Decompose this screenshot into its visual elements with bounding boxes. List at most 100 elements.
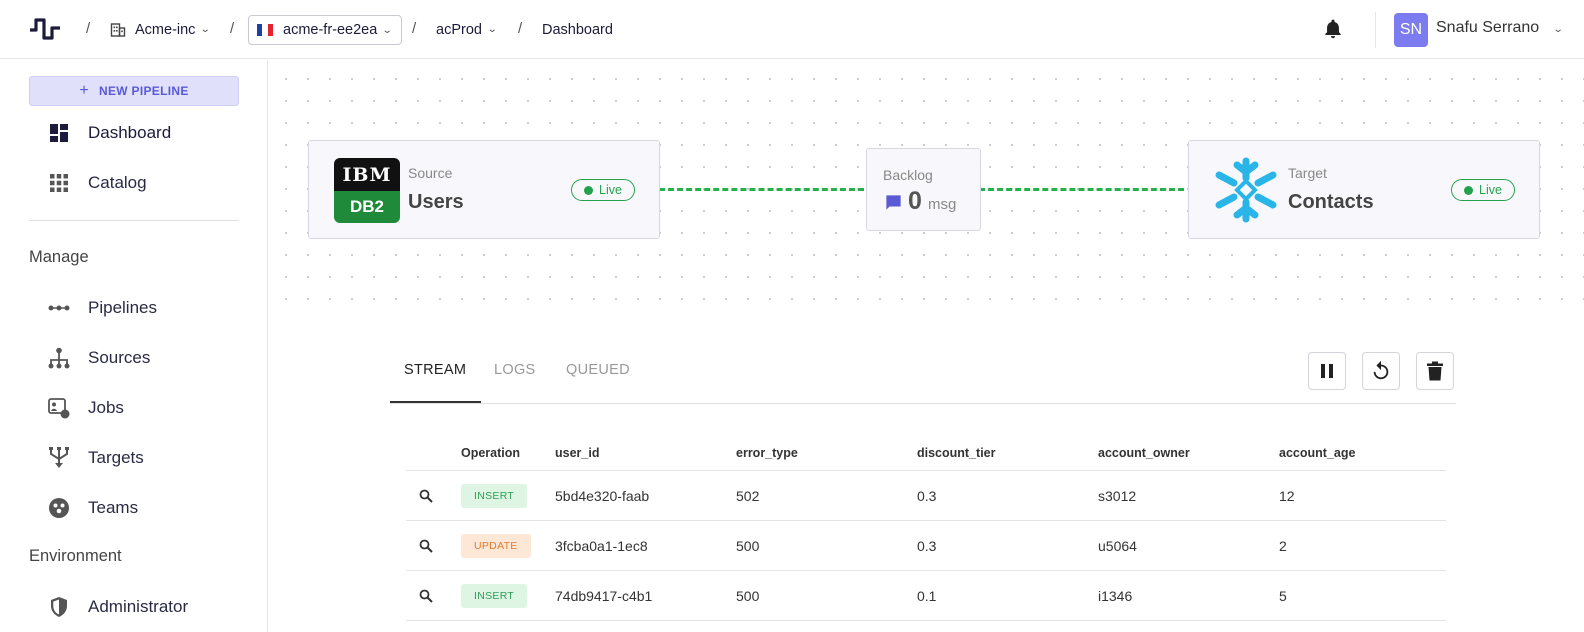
backlog-label: Backlog (883, 167, 933, 183)
table-row[interactable]: UPDATE 3fcba0a1-1ec8 500 0.3 u5064 2 (406, 521, 1446, 571)
table-header: Operation user_id error_type discount_ti… (406, 438, 1446, 471)
targets-icon (49, 447, 69, 468)
cell-user-id: 5bd4e320-faab (555, 488, 650, 504)
grid-icon (50, 174, 68, 192)
header-divider (1375, 12, 1376, 48)
status-badge: Live (571, 179, 635, 201)
chat-icon (886, 195, 901, 210)
snowflake-icon (1215, 157, 1277, 223)
new-pipeline-button[interactable]: + NEW PIPELINE (29, 76, 239, 106)
sidebar-item-label: Pipelines (88, 298, 157, 317)
target-connector-line (979, 188, 1184, 191)
column-header: Operation (461, 446, 521, 460)
node-name: Users (408, 191, 464, 213)
cell-account-owner: s3012 (1098, 488, 1137, 504)
breadcrumb-separator: / (412, 20, 417, 37)
env-name: acProd (436, 21, 482, 38)
top-bar: / Acme-inc ⌄ / acme-fr-ee2ea ⌄ / acProd … (0, 0, 1584, 59)
teams-icon (49, 498, 69, 518)
breadcrumb-separator: / (518, 20, 523, 37)
tab-logs[interactable]: LOGS (494, 362, 536, 378)
breadcrumb-separator: / (230, 20, 235, 37)
avatar[interactable]: SN (1394, 13, 1428, 47)
breadcrumb-page: Dashboard (542, 0, 613, 59)
pause-icon (1321, 364, 1333, 378)
logo-top-text: IBM (334, 158, 400, 191)
column-header: account_owner (1098, 446, 1190, 460)
cluster-select[interactable]: acme-fr-ee2ea ⌄ (248, 15, 402, 45)
chevron-down-icon: ⌄ (382, 24, 393, 36)
app-logo-icon[interactable] (28, 16, 62, 42)
new-pipeline-label: NEW PIPELINE (99, 84, 189, 98)
sidebar-item-catalog[interactable]: Catalog (0, 161, 268, 205)
sidebar-item-label: Jobs (88, 398, 124, 417)
pause-button[interactable] (1308, 352, 1346, 390)
chevron-down-icon: ⌄ (200, 24, 212, 35)
live-dot-icon (1464, 185, 1474, 195)
sidebar-item-label: Targets (88, 448, 144, 467)
source-connector-line (659, 188, 864, 191)
table-row[interactable]: INSERT 74db9417-c4b1 500 0.1 i1346 5 (406, 571, 1446, 621)
user-name: Snafu Serrano (1436, 19, 1540, 36)
chevron-down-icon: ⌄ (486, 24, 498, 35)
sidebar-item-targets[interactable]: Targets (0, 436, 268, 480)
cell-discount-tier: 0.3 (917, 538, 937, 554)
sidebar-item-administrator[interactable]: Administrator (0, 585, 268, 629)
restart-icon (1373, 360, 1389, 380)
cell-account-owner: i1346 (1098, 588, 1133, 604)
column-header: error_type (736, 446, 798, 460)
backlog-node[interactable]: Backlog 0 msg (866, 148, 981, 231)
sidebar-item-teams[interactable]: Teams (0, 486, 268, 530)
sidebar-item-pipelines[interactable]: Pipelines (0, 286, 268, 330)
operation-badge: INSERT (461, 584, 528, 608)
status-label: Live (1479, 183, 1502, 197)
sidebar-item-label: Administrator (88, 597, 189, 616)
backlog-count: 0 (908, 187, 922, 215)
node-kind: Source (408, 165, 453, 181)
delete-button[interactable] (1416, 352, 1454, 390)
tab-stream[interactable]: STREAM (404, 362, 467, 378)
target-node[interactable]: Target Contacts Live (1188, 140, 1540, 239)
source-node[interactable]: IBM DB2 Source Users Live (308, 140, 660, 239)
cell-account-age: 12 (1279, 488, 1295, 504)
section-manage: Manage (29, 248, 89, 266)
sidebar-item-label: Teams (88, 498, 139, 517)
plus-icon: + (79, 82, 90, 99)
search-icon[interactable] (419, 589, 433, 603)
breadcrumb-separator: / (86, 20, 91, 37)
search-icon[interactable] (419, 489, 433, 503)
cell-user-id: 3fcba0a1-1ec8 (555, 538, 648, 554)
operation-badge: UPDATE (461, 534, 531, 558)
sidebar-item-label: Dashboard (88, 123, 172, 142)
cell-account-age: 5 (1279, 588, 1287, 604)
tab-bar: STREAM LOGS QUEUED (390, 352, 1456, 404)
sidebar-item-sources[interactable]: Sources (0, 336, 268, 380)
breadcrumb-org[interactable]: Acme-inc ⌄ (110, 0, 212, 59)
cell-account-owner: u5064 (1098, 538, 1137, 554)
live-dot-icon (584, 185, 594, 195)
tab-queued[interactable]: QUEUED (566, 362, 630, 378)
user-menu[interactable]: Snafu Serrano ⌄ (1436, 19, 1563, 37)
table-row[interactable]: INSERT 5bd4e320-faab 502 0.3 s3012 12 (406, 471, 1446, 521)
shield-icon (51, 597, 67, 617)
breadcrumb-env[interactable]: acProd ⌄ (436, 0, 498, 59)
bell-icon[interactable] (1322, 18, 1344, 40)
sidebar-item-label: Sources (88, 348, 151, 367)
sidebar-item-dashboard[interactable]: Dashboard (0, 111, 268, 155)
status-badge: Live (1451, 179, 1515, 201)
pipeline-icon (48, 305, 70, 311)
status-label: Live (599, 183, 622, 197)
sidebar: + NEW PIPELINE Dashboard Catalog Manage … (0, 60, 268, 632)
sidebar-item-jobs[interactable]: Jobs (0, 386, 268, 430)
column-header: user_id (555, 446, 600, 460)
cluster-name: acme-fr-ee2ea (283, 22, 378, 38)
search-icon[interactable] (419, 539, 433, 553)
column-header: account_age (1279, 446, 1356, 460)
node-kind: Target (1288, 165, 1327, 181)
cell-discount-tier: 0.3 (917, 488, 937, 504)
restart-button[interactable] (1362, 352, 1400, 390)
backlog-unit: msg (928, 196, 957, 213)
france-flag-icon (257, 24, 273, 36)
cell-user-id: 74db9417-c4b1 (555, 588, 653, 604)
section-environment: Environment (29, 547, 122, 565)
